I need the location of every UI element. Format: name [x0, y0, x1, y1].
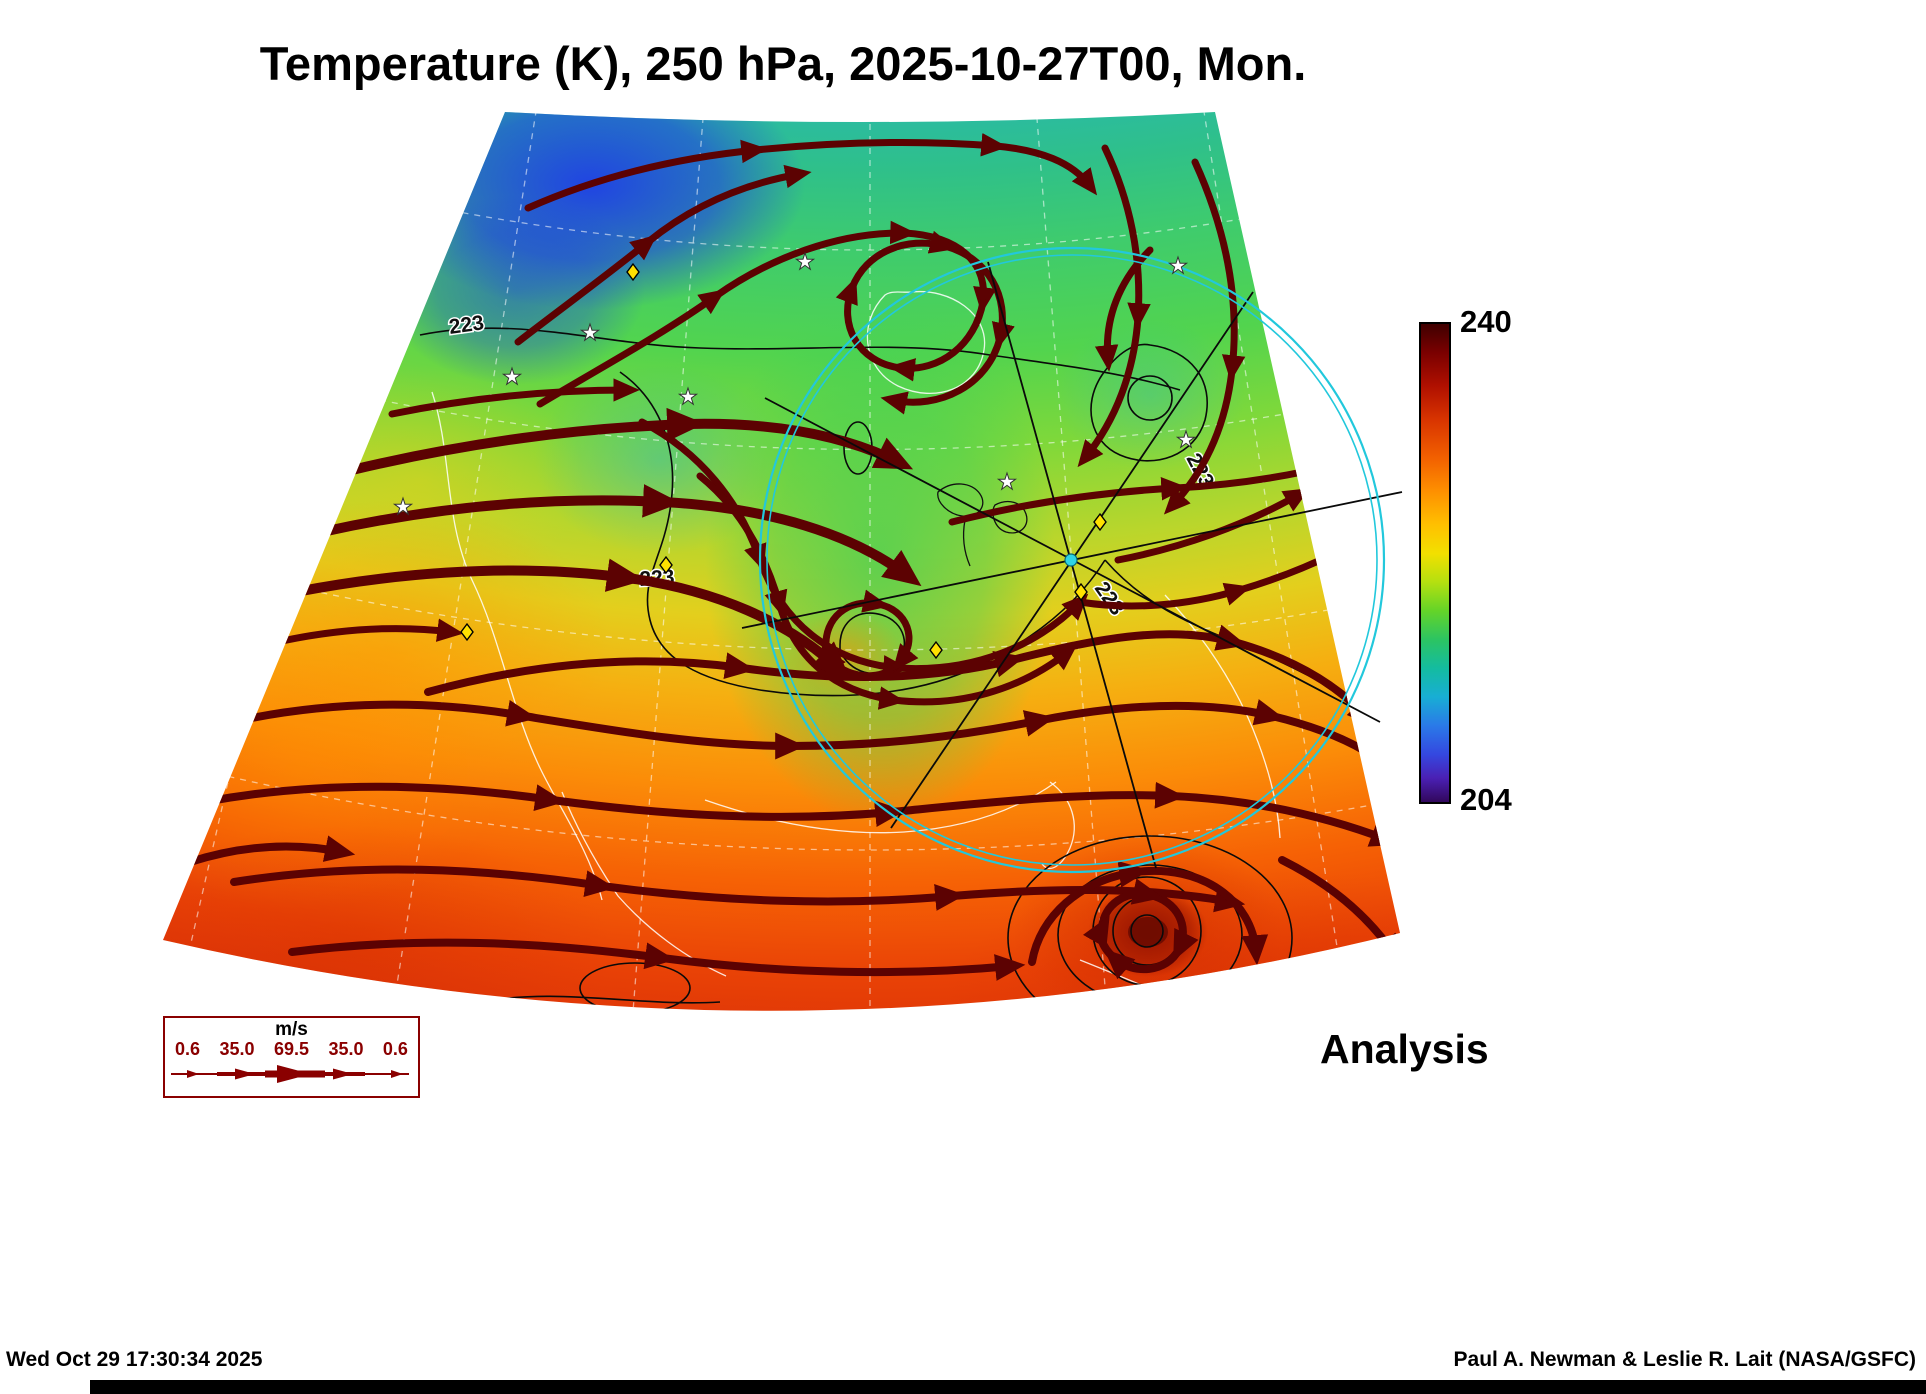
- credit-line: Paul A. Newman & Leslie R. Lait (NASA/GS…: [1453, 1348, 1916, 1371]
- analysis-label: Analysis: [1320, 1026, 1489, 1072]
- contour-label: 223: [447, 311, 485, 339]
- wind-streamlines: [186, 133, 1400, 981]
- range-circle: [758, 246, 1386, 874]
- wind-legend-speeds: 0.6 35.0 69.5 35.0 0.6: [165, 1039, 418, 1060]
- wind-speed-value: 35.0: [219, 1039, 255, 1059]
- bottom-window-edge: [90, 1380, 1926, 1394]
- station-center-dot: [1064, 553, 1078, 567]
- wind-speed-value: 0.6: [382, 1039, 408, 1059]
- wind-speed-value: 0.6: [175, 1039, 201, 1059]
- creation-timestamp: Wed Oct 29 17:30:34 2025: [6, 1348, 263, 1371]
- wind-speed-value: 69.5: [273, 1039, 309, 1059]
- colorbar: [1419, 322, 1451, 804]
- wind-legend-units: m/s: [275, 1019, 308, 1040]
- wind-speed-value: 35.0: [328, 1039, 364, 1059]
- wind-legend-arrows: [171, 1065, 409, 1083]
- colorbar-min-label: 204: [1460, 782, 1512, 817]
- wind-speed-legend: m/s 0.6 35.0 69.5 35.0 0.6: [163, 1016, 420, 1098]
- page-title: Temperature (K), 250 hPa, 2025-10-27T00,…: [259, 37, 1307, 90]
- colorbar-max-label: 240: [1460, 304, 1512, 339]
